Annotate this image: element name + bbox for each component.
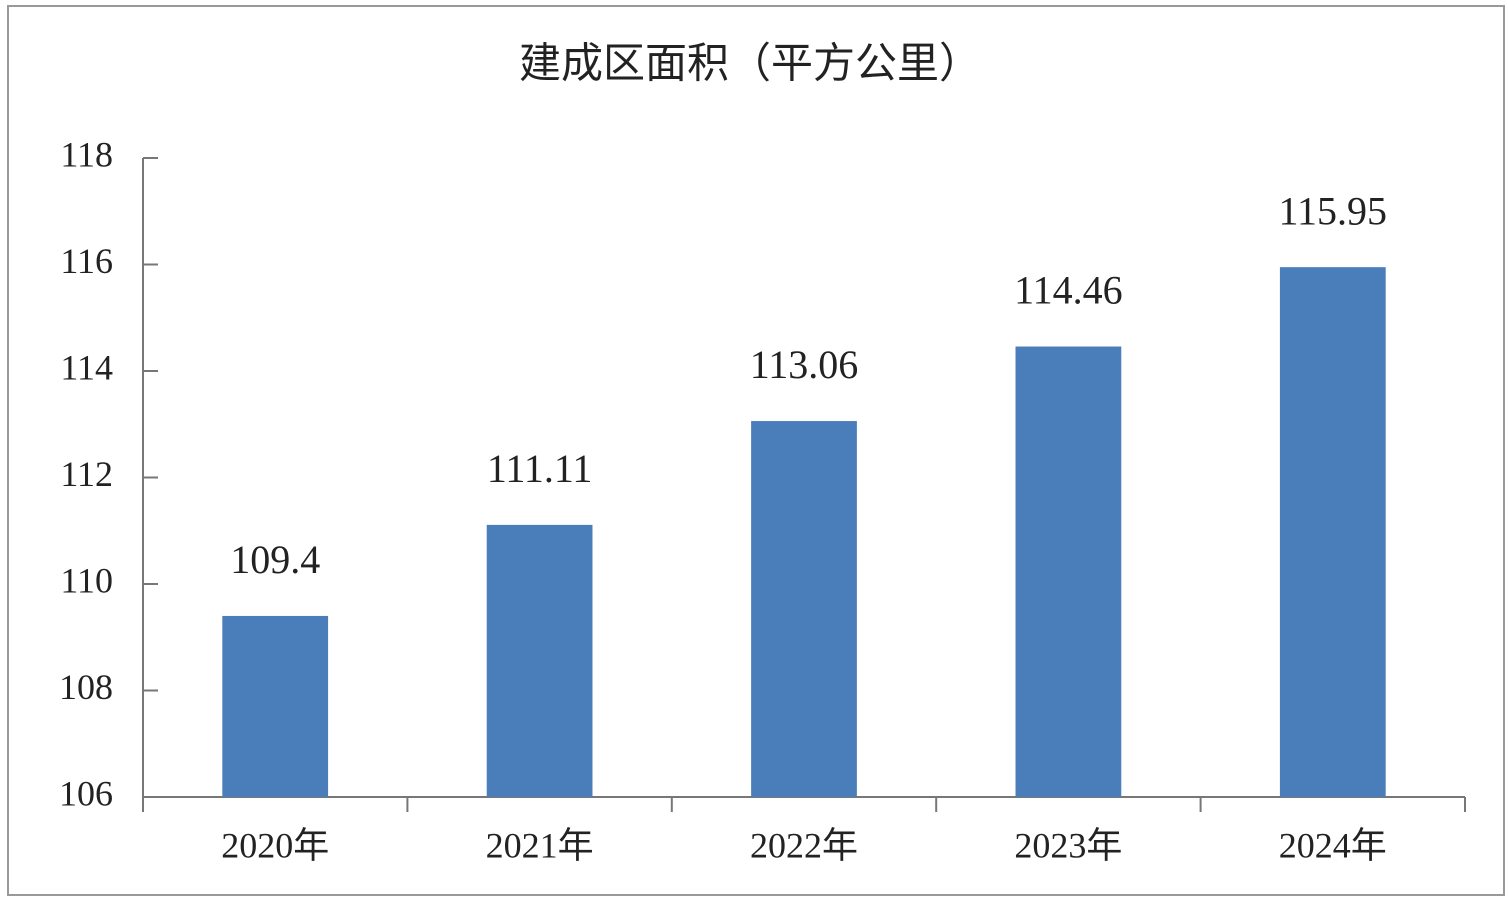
x-tick-label: 2024年 xyxy=(1279,825,1387,865)
y-tick-label: 112 xyxy=(60,454,113,494)
y-tick-label: 110 xyxy=(60,560,113,600)
x-tick-label: 2023年 xyxy=(1014,825,1122,865)
y-tick-label: 106 xyxy=(59,773,113,813)
y-tick-label: 108 xyxy=(59,667,113,707)
y-tick-label: 118 xyxy=(60,134,113,174)
y-tick-label: 116 xyxy=(60,241,113,281)
chart-title: 建成区面积（平方公里） xyxy=(519,42,981,88)
x-tick-label: 2022年 xyxy=(750,825,858,865)
value-label: 109.4 xyxy=(230,537,320,582)
bar xyxy=(1015,346,1122,797)
bar xyxy=(486,524,593,797)
value-label: 114.46 xyxy=(1014,268,1123,313)
value-label: 113.06 xyxy=(750,342,859,387)
bar xyxy=(222,615,329,797)
value-label: 115.95 xyxy=(1279,188,1388,233)
bar xyxy=(751,421,857,797)
x-tick-label: 2021年 xyxy=(486,825,594,865)
x-tick-label: 2020年 xyxy=(221,825,329,865)
bar xyxy=(1279,267,1386,798)
y-tick-label: 114 xyxy=(60,347,113,387)
value-label: 111.11 xyxy=(487,446,593,491)
